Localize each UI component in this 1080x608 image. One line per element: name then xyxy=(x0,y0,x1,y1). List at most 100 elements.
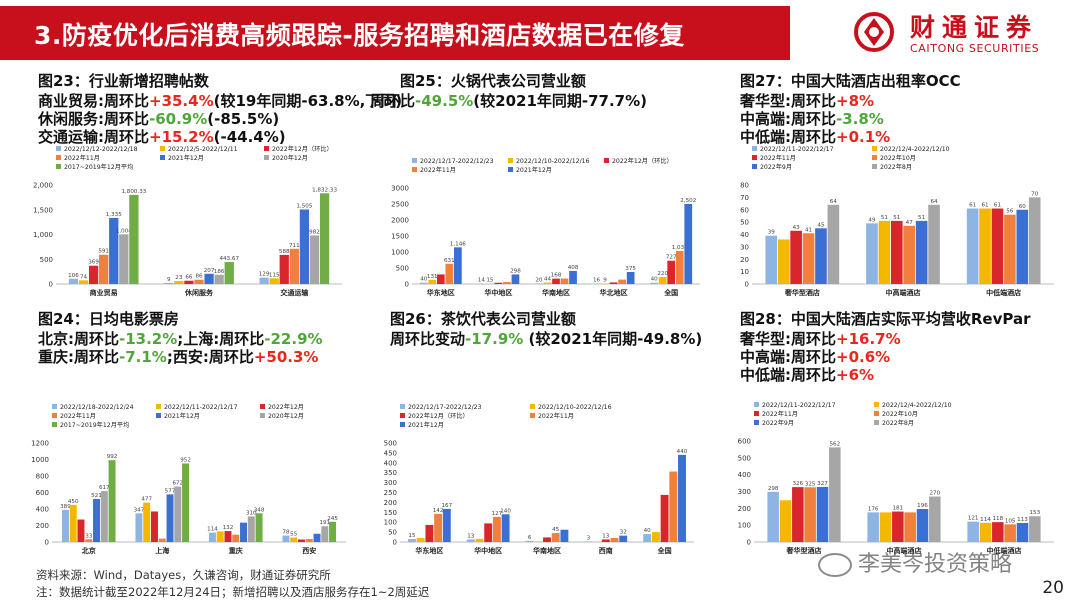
c23-y-tick-label: 500 xyxy=(40,256,53,264)
c27-bar xyxy=(890,220,903,284)
c26-bar xyxy=(416,538,425,542)
c25-bar xyxy=(428,279,437,284)
c23-bar xyxy=(174,281,184,284)
c28-bar xyxy=(792,487,804,542)
c28-data-label: 298 xyxy=(768,486,779,492)
c26-legend-label: 2021年12月 xyxy=(408,421,444,429)
c25-data-label: 16 xyxy=(593,277,601,283)
c26-bar xyxy=(643,534,652,542)
fig25-line-1: 周环比-49.5%(较2021年同期-77.7%) xyxy=(370,90,647,111)
c28-legend-label: 2022年9月 xyxy=(762,419,794,427)
c27-data-label: 60 xyxy=(1019,204,1027,210)
c25-legend-label: 2022年11月 xyxy=(420,166,456,174)
c23-bar xyxy=(204,273,214,284)
c28-y-tick-label: 200 xyxy=(738,505,751,513)
watermark-text: 李美岑投资策略 xyxy=(858,552,1013,577)
c23-data-label: 115 xyxy=(269,272,280,278)
c26-y-tick-label: 300 xyxy=(384,479,397,487)
c24-legend-label: 2022年12月 xyxy=(268,403,304,411)
c28-legend: 2022/12/11-2022/12/17 2022/12/4-2022/12/1… xyxy=(754,402,952,427)
c24-legend-swatch xyxy=(52,422,57,427)
c27-legend: 2022/12/11-2022/12/17 2022/12/4-2022/12/1… xyxy=(752,146,950,171)
c27-data-label: 47 xyxy=(906,220,914,226)
c28-bar xyxy=(1004,524,1016,542)
logo-chinese-name: 财通证券 xyxy=(910,13,1039,42)
c23-data-label: 129 xyxy=(259,272,270,278)
fig24-line-1: 北京:周环比-13.2%;上海:周环比-22.9% xyxy=(38,328,323,349)
c24-legend-swatch xyxy=(260,413,265,418)
c25-bar xyxy=(667,260,676,284)
c26-bar xyxy=(660,494,669,542)
c24-y-tick-label: 600 xyxy=(36,489,49,497)
c27-data-label: 61 xyxy=(969,203,977,209)
c28-data-label: 181 xyxy=(892,506,903,512)
c27-legend-label: 2022年10月 xyxy=(880,154,916,162)
c23-bar xyxy=(299,209,310,284)
c27-y-tick-label: 20 xyxy=(740,256,749,264)
c26-y-tick-label: 500 xyxy=(384,440,397,448)
c25-bar xyxy=(543,282,552,284)
c26-data-label: 13 xyxy=(467,533,475,539)
c24-data-label: 389 xyxy=(60,504,71,510)
fig23-line-3: 交通运输:周环比+15.2%(-44.4%) xyxy=(38,126,286,147)
c25-x-tick-label: 华东地区 xyxy=(427,288,455,297)
c26-y-tick-label: 350 xyxy=(384,469,397,477)
c23-data-label: 982 xyxy=(309,229,320,235)
c27-data-label: 51 xyxy=(881,215,889,221)
fig27-line-2: 中高端:周环比-3.8% xyxy=(740,108,884,129)
c28-data-label: 114 xyxy=(980,517,991,523)
c28-bar xyxy=(1029,516,1041,542)
c23-data-label: 186 xyxy=(214,269,225,275)
company-logo: 财通证券 CAITONG SECURITIES xyxy=(854,8,1064,60)
c25-bar xyxy=(535,283,543,284)
c26-y-tick-label: 150 xyxy=(384,509,397,517)
c28-legend-swatch xyxy=(754,402,759,407)
c23-data-label: 23 xyxy=(175,275,183,281)
c24-bar xyxy=(297,539,305,542)
c23-bar xyxy=(109,217,119,284)
c27-data-label: 61 xyxy=(994,203,1002,209)
c26-data-label: 127 xyxy=(492,511,503,517)
c23-y-tick-label: 0 xyxy=(49,281,53,289)
c23-x-tick-label: 休闲服务 xyxy=(184,288,214,297)
c25-bar xyxy=(552,278,560,284)
fig28-line-2-value: +0.6% xyxy=(836,348,891,366)
c25-data-label: 168 xyxy=(551,273,562,279)
c23-legend-swatch xyxy=(160,146,165,151)
panel-fig28: 图28：中国大陆酒店实际平均营收RevPar 奢华型:周环比+16.7% 中高端… xyxy=(740,308,1070,388)
c27-y-tick-label: 50 xyxy=(740,219,749,227)
c25-y-tick-label: 0 xyxy=(405,281,409,289)
c25-data-label: 14 xyxy=(478,278,486,284)
c28-y-tick-label: 0 xyxy=(747,539,751,547)
c26-data-label: 440 xyxy=(677,449,688,455)
c23-bar xyxy=(309,235,320,284)
c28-bar xyxy=(979,522,992,542)
c27-legend-label: 2022/12/11-2022/12/17 xyxy=(760,146,834,153)
c24-legend-label: 2021年12月 xyxy=(164,412,200,420)
c24-bar xyxy=(290,537,298,542)
c23-data-label: 591 xyxy=(98,249,109,255)
c27-data-label: 39 xyxy=(768,230,776,236)
c27-legend-label: 2022年8月 xyxy=(880,163,912,171)
c24-y-tick-label: 1200 xyxy=(31,440,49,448)
c26-data-label: 40 xyxy=(644,528,652,534)
c23-legend-swatch xyxy=(56,146,61,151)
c25-legend-label: 2022/12/10-2022/12/16 xyxy=(516,158,590,165)
c26-legend-label: 2022年11月 xyxy=(538,412,574,420)
c24-x-tick-label: 北京 xyxy=(82,546,96,555)
c27-data-label: 51 xyxy=(893,215,901,221)
fig23-line-2-label: 休闲服务:周环比 xyxy=(38,110,149,128)
c25-bar xyxy=(494,282,503,284)
c28-legend-label: 2022年8月 xyxy=(882,419,914,427)
fig24-title: 图24：日均电影票房 xyxy=(38,310,179,328)
c23-legend-swatch xyxy=(264,146,269,151)
c24-legend-swatch xyxy=(260,404,265,409)
c24-bar xyxy=(282,535,290,542)
c23-data-label: 1,335 xyxy=(106,212,122,218)
page-number: 20 xyxy=(1042,578,1064,598)
c24-data-label: 55 xyxy=(290,531,298,537)
c28-data-label: 562 xyxy=(829,441,840,447)
c23-data-label: 1,832.33 xyxy=(312,187,337,193)
c26-x-tick-label: 西南 xyxy=(599,546,613,555)
fig25-title: 图25：火锅代表公司营业额 xyxy=(400,72,586,90)
